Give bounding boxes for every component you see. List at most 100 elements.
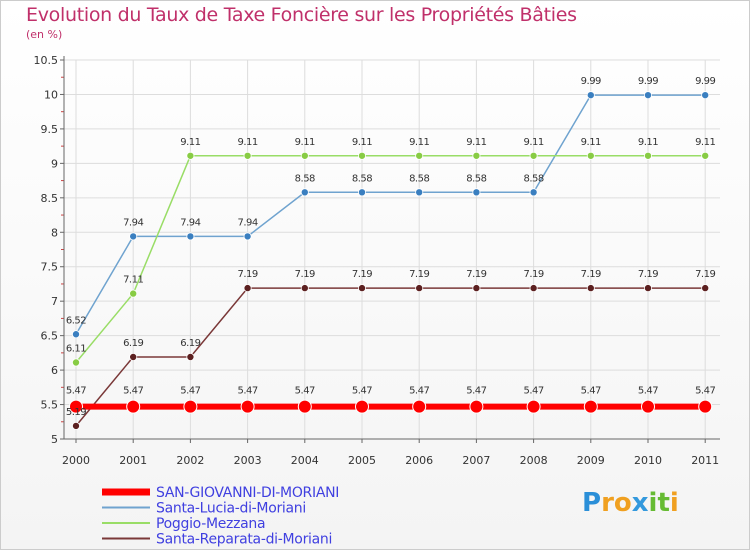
data-label: 7.11 xyxy=(123,275,143,286)
data-point xyxy=(129,352,138,361)
data-label: 5.47 xyxy=(523,386,543,397)
y-tick-label: 10 xyxy=(44,88,58,101)
y-axis-unit-label: (en %) xyxy=(26,28,63,41)
data-point xyxy=(72,330,81,339)
y-tick-label: 6.5 xyxy=(41,330,59,343)
series-poggio-mezzana xyxy=(72,151,710,367)
data-label: 5.47 xyxy=(466,386,486,397)
data-point xyxy=(644,151,653,160)
data-point xyxy=(243,284,252,293)
series-lines xyxy=(69,91,713,430)
x-tick-label: 2009 xyxy=(577,454,605,467)
data-point xyxy=(472,284,481,293)
data-label: 5.47 xyxy=(66,386,86,397)
data-label: 7.94 xyxy=(237,217,257,228)
data-point xyxy=(243,232,252,241)
logo-letter: x xyxy=(631,488,649,518)
data-label: 7.19 xyxy=(523,269,543,280)
logo-letter: P xyxy=(582,488,602,518)
data-point xyxy=(586,91,595,100)
data-label: 5.47 xyxy=(581,386,601,397)
data-label: 9.99 xyxy=(581,76,601,87)
data-label: 6.19 xyxy=(123,338,143,349)
legend-label-poggio-mezzana: Poggio-Mezzana xyxy=(156,516,265,532)
logo-letter: t xyxy=(657,488,670,518)
data-label: 8.58 xyxy=(523,173,543,184)
data-point xyxy=(72,358,81,367)
data-label: 7.19 xyxy=(638,269,658,280)
data-label: 7.94 xyxy=(123,217,143,228)
data-label: 6.52 xyxy=(66,315,86,326)
x-tick-label: 2006 xyxy=(405,454,433,467)
data-label: 9.99 xyxy=(695,76,715,87)
data-label: 9.11 xyxy=(581,137,601,148)
data-label: 8.58 xyxy=(352,173,372,184)
data-label: 5.47 xyxy=(123,386,143,397)
x-tick-label: 2002 xyxy=(176,454,204,467)
y-tick-label: 7.5 xyxy=(41,261,59,274)
series-line xyxy=(75,287,706,427)
data-point xyxy=(415,188,424,197)
x-tick-label: 2004 xyxy=(291,454,319,467)
data-labels: 5.47 5.47 5.47 5.47 5.47 5.47 5.47 5.47 5.47 5.47… xyxy=(66,76,716,418)
data-point xyxy=(644,91,653,100)
y-tick-label: 8 xyxy=(51,226,58,239)
data-label: 7.19 xyxy=(409,269,429,280)
data-point xyxy=(529,151,538,160)
data-label: 5.47 xyxy=(180,386,200,397)
logo-letter: o xyxy=(613,488,632,518)
legend: SAN-GIOVANNI-DI-MORIANISanta-Lucia-di-Mo… xyxy=(102,485,339,548)
data-point xyxy=(69,399,83,414)
data-label: 5.47 xyxy=(237,386,257,397)
data-point xyxy=(240,399,255,414)
data-point xyxy=(469,399,484,414)
data-label: 5.47 xyxy=(295,386,315,397)
data-label: 6.11 xyxy=(66,344,86,355)
series-santa-reparata-di-moriani xyxy=(72,284,710,430)
grid-lines xyxy=(64,59,720,439)
data-point xyxy=(641,399,655,414)
legend-label-san-giovanni-di-moriani: SAN-GIOVANNI-DI-MORIANI xyxy=(156,485,339,501)
data-label: 9.11 xyxy=(638,137,658,148)
data-label: 9.11 xyxy=(523,137,543,148)
data-point xyxy=(186,232,195,241)
data-label: 9.11 xyxy=(466,137,486,148)
data-point xyxy=(644,284,653,293)
data-point xyxy=(472,188,481,197)
data-point xyxy=(412,399,427,414)
logo-letter: i xyxy=(648,488,658,518)
data-point xyxy=(300,188,309,197)
y-tick-label: 5 xyxy=(51,433,58,446)
data-label: 9.11 xyxy=(237,137,257,148)
data-point xyxy=(701,91,710,100)
data-point xyxy=(297,399,312,414)
data-label: 7.19 xyxy=(237,269,257,280)
legend-label-santa-reparata-di-moriani: Santa-Reparata-di-Moriani xyxy=(156,532,332,548)
data-point xyxy=(586,284,595,293)
data-label: 7.19 xyxy=(581,269,601,280)
x-tick-label: 2003 xyxy=(234,454,262,467)
data-label: 5.47 xyxy=(409,386,429,397)
logo-letter: r xyxy=(601,488,614,518)
x-tick-label: 2010 xyxy=(634,454,662,467)
data-point xyxy=(186,151,195,160)
y-tick-label: 6 xyxy=(51,364,58,377)
data-label: 7.19 xyxy=(295,269,315,280)
data-point xyxy=(243,151,252,160)
data-point xyxy=(472,151,481,160)
data-label: 7.94 xyxy=(180,217,200,228)
y-tick-label: 7 xyxy=(51,295,58,308)
data-point xyxy=(415,284,424,293)
data-label: 5.19 xyxy=(66,407,86,418)
data-label: 9.11 xyxy=(352,137,372,148)
data-label: 9.11 xyxy=(409,137,429,148)
data-label: 6.19 xyxy=(180,338,200,349)
data-point xyxy=(529,284,538,293)
data-point xyxy=(583,399,598,414)
data-point xyxy=(186,352,195,361)
series-line xyxy=(75,94,706,335)
x-tick-label: 2008 xyxy=(520,454,548,467)
data-point xyxy=(355,399,369,414)
data-point xyxy=(72,421,81,430)
